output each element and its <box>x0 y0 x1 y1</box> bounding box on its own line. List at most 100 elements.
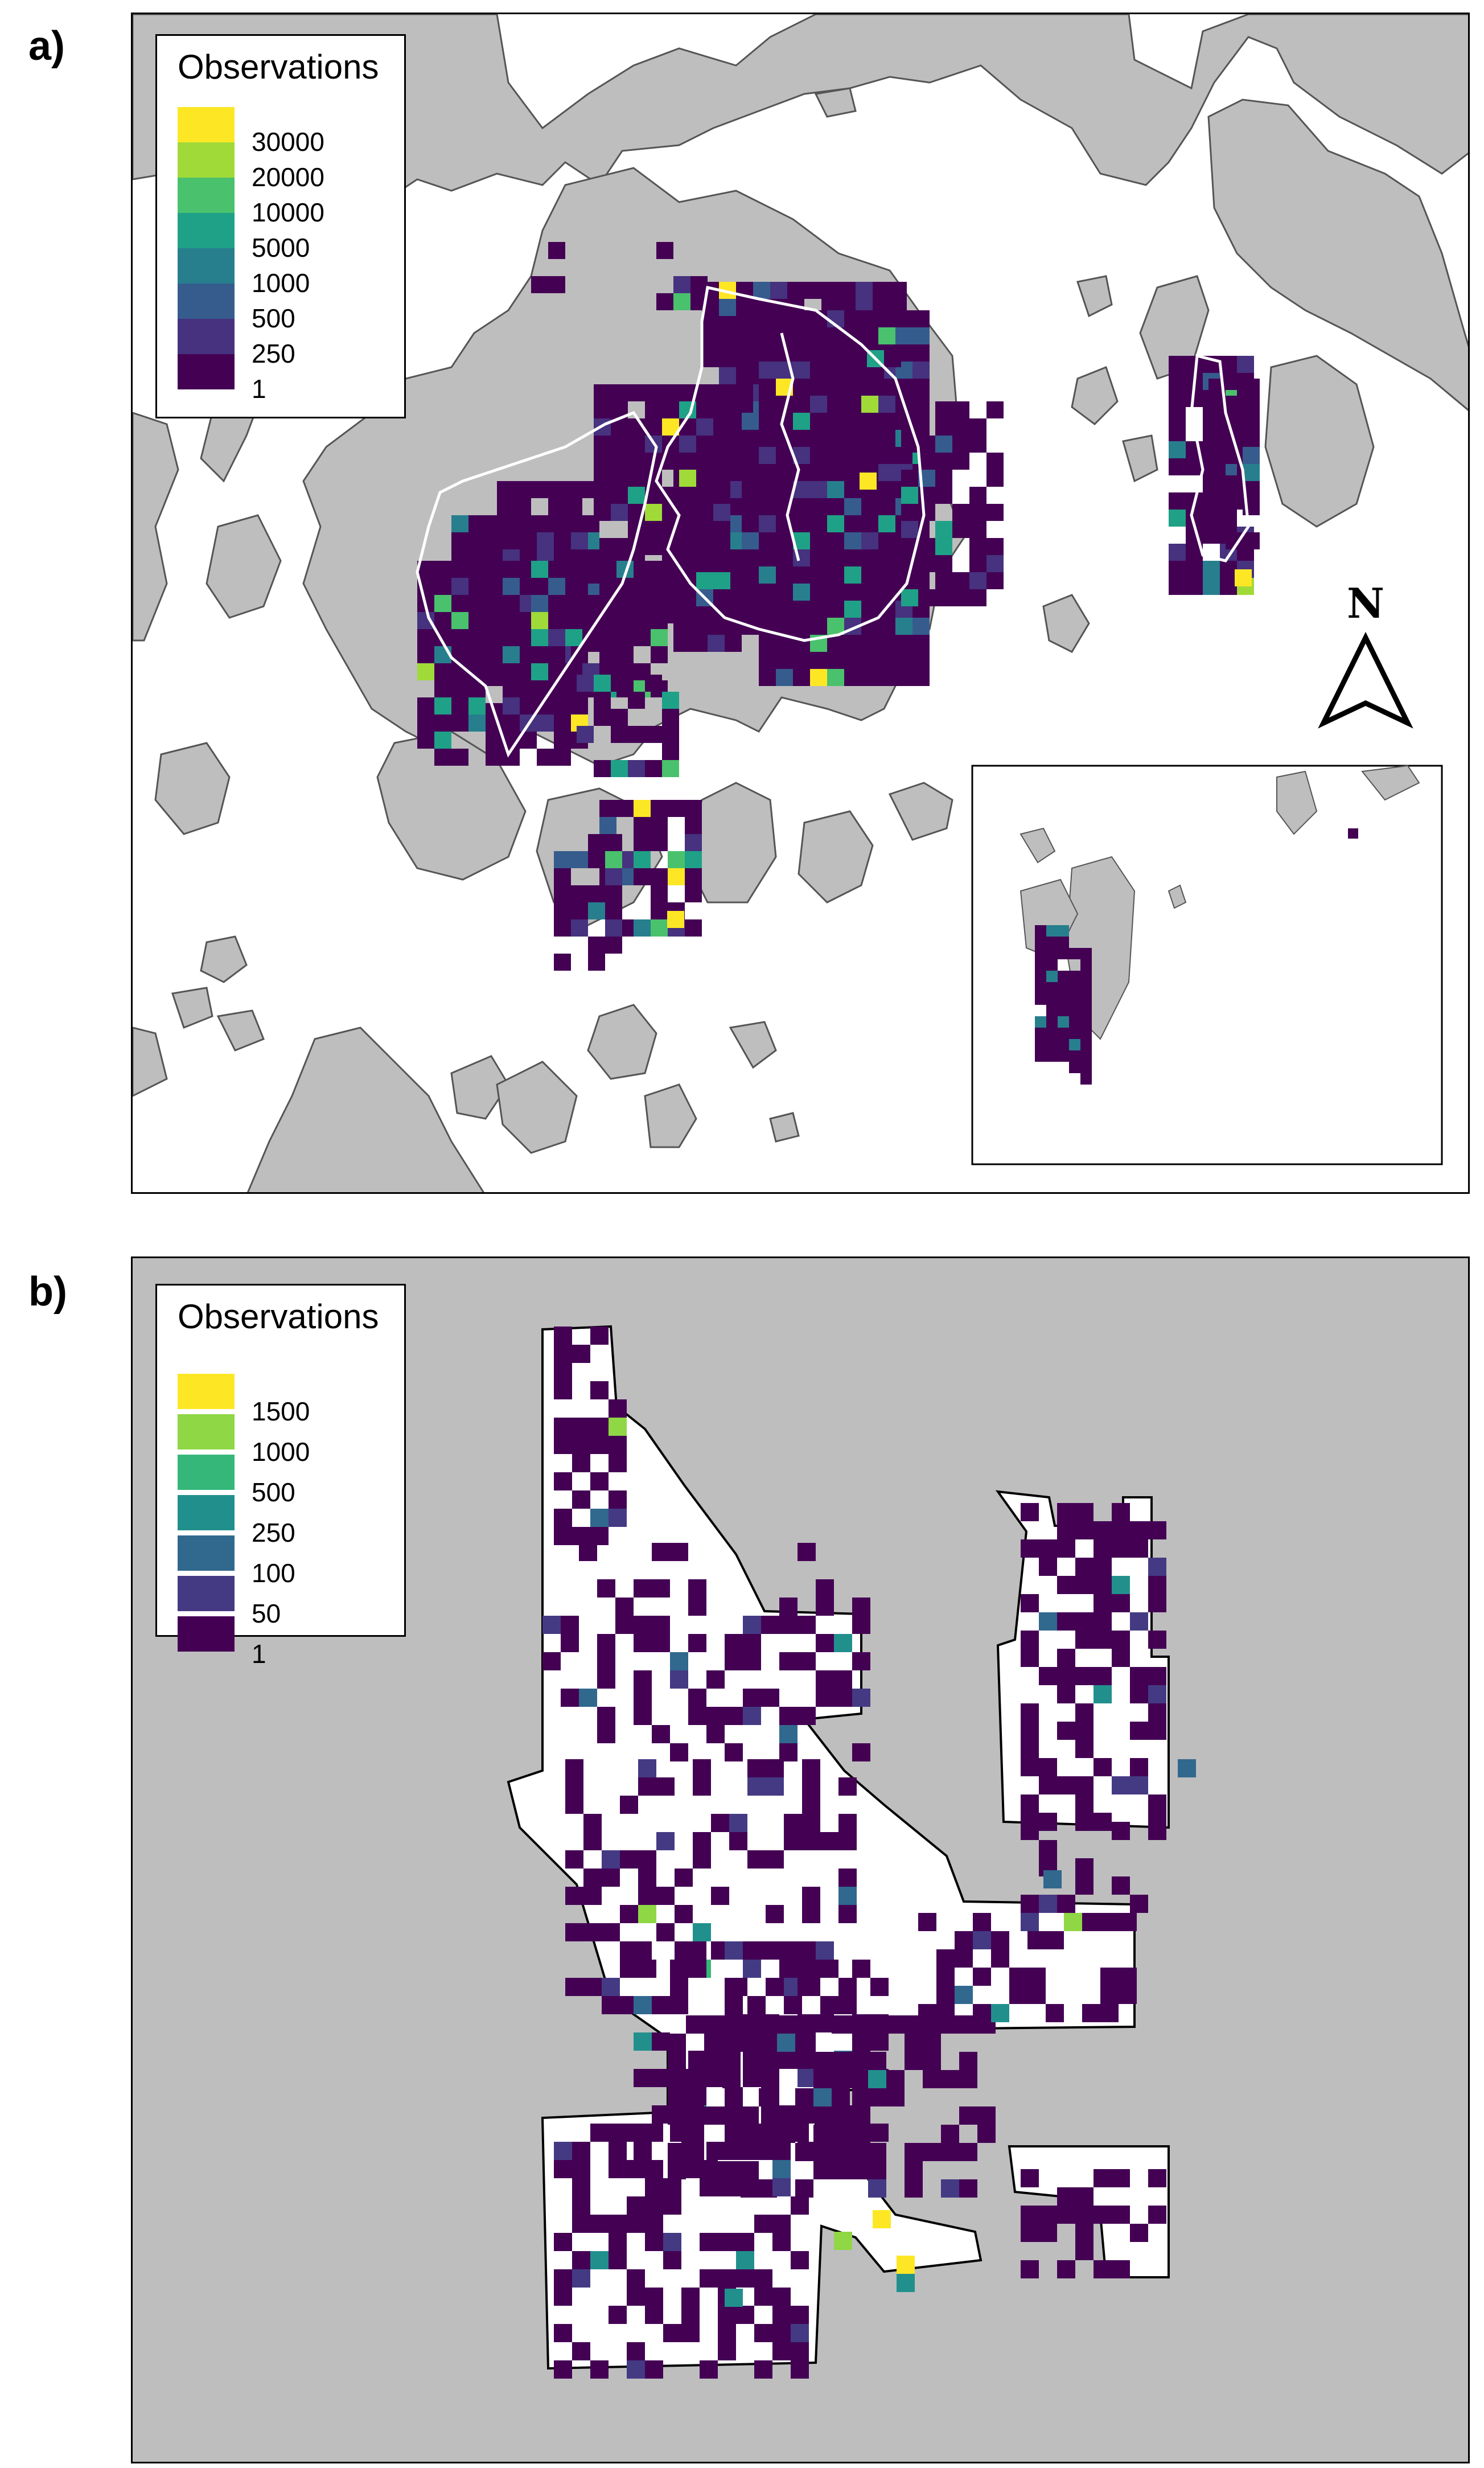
observation-cell <box>834 2105 852 2124</box>
observation-cell <box>936 1968 955 1986</box>
observation-cell <box>1057 1895 1075 1913</box>
observation-cell <box>816 1634 834 1652</box>
observation-cell <box>1243 379 1260 396</box>
observation-cell <box>590 1327 609 1345</box>
observation-cell <box>827 379 844 396</box>
observation-cell <box>923 2143 941 2161</box>
observation-cell <box>791 2360 809 2379</box>
observation-cell <box>952 436 969 453</box>
observation-cell <box>1220 510 1237 527</box>
observation-cell <box>973 2004 991 2022</box>
observation-cell <box>1021 1503 1039 1521</box>
observation-cell <box>1112 1503 1130 1521</box>
observation-cell <box>736 350 753 367</box>
observation-cell <box>700 2360 718 2379</box>
observation-cell <box>1203 527 1220 544</box>
observation-cell <box>772 2142 791 2160</box>
observation-cell <box>616 646 634 663</box>
observation-cell <box>810 549 827 566</box>
observation-cell <box>542 1616 561 1634</box>
observation-cell <box>451 532 468 549</box>
observation-cell <box>810 327 827 344</box>
observation-cell <box>1021 1895 1039 1913</box>
observation-cell <box>486 663 503 680</box>
observation-cell <box>1094 1576 1112 1594</box>
observation-cell <box>656 1887 675 1905</box>
observation-cell <box>497 481 514 498</box>
observation-cell <box>742 515 759 532</box>
observation-cell <box>1039 1612 1057 1631</box>
observation-cell <box>747 1850 766 1869</box>
observation-cell <box>681 2288 700 2306</box>
observation-cell <box>861 498 878 515</box>
observation-cell <box>779 2051 798 2069</box>
observation-cell <box>772 2215 791 2233</box>
observation-cell <box>611 453 628 470</box>
observation-cell <box>754 2215 772 2233</box>
observation-cell <box>813 2052 832 2070</box>
observation-cell <box>793 601 810 618</box>
observation-cell <box>594 760 611 777</box>
observation-cell <box>634 612 651 629</box>
observation-cell <box>1226 481 1243 498</box>
observation-cell <box>634 629 651 646</box>
observation-cell <box>1094 1558 1112 1576</box>
observation-cell <box>451 749 468 766</box>
observation-cell <box>594 401 611 418</box>
observation-cell <box>696 401 713 418</box>
observation-cell <box>935 538 952 555</box>
observation-cell <box>1021 1539 1039 1558</box>
observation-cell <box>844 515 861 532</box>
observation-cell <box>1021 1722 1039 1740</box>
observation-cell <box>861 413 878 430</box>
observation-cell <box>531 629 548 646</box>
legend-swatch <box>178 1495 235 1530</box>
observation-cell <box>1057 1503 1075 1521</box>
observation-cell <box>627 2160 645 2178</box>
observation-cell <box>1130 2224 1148 2242</box>
observation-cell <box>810 669 827 686</box>
observation-cell <box>834 2232 852 2250</box>
observation-cell <box>609 2142 627 2160</box>
observation-cell <box>702 350 719 367</box>
observation-cell <box>838 1996 857 2014</box>
observation-cell <box>827 413 844 430</box>
observation-cell <box>638 1887 656 1905</box>
observation-cell <box>1039 1813 1057 1831</box>
observation-cell <box>878 447 895 464</box>
observation-cell <box>1058 1039 1069 1050</box>
observation-cell <box>434 612 451 629</box>
observation-cell <box>741 2034 759 2052</box>
observation-cell <box>861 601 878 618</box>
observation-cell <box>1148 1521 1166 1539</box>
observation-cell <box>827 515 844 532</box>
observation-cell <box>690 276 708 293</box>
observation-cell <box>1075 1503 1094 1521</box>
observation-cell <box>713 538 730 555</box>
observation-cell <box>652 1996 670 2014</box>
observation-cell <box>816 1689 834 1707</box>
observation-cell <box>1075 2187 1094 2206</box>
observation-cell <box>588 954 605 971</box>
legend-label: 1000 <box>252 1437 310 1467</box>
observation-cell <box>706 2069 725 2087</box>
observation-cell <box>1169 561 1186 578</box>
observation-cell <box>713 418 730 436</box>
observation-cell <box>582 515 599 532</box>
observation-cell <box>1348 828 1358 839</box>
observation-cell <box>759 2034 777 2052</box>
observation-cell <box>611 675 628 692</box>
observation-cell <box>451 697 468 714</box>
observation-cell <box>468 714 486 732</box>
observation-cell <box>670 1978 688 1996</box>
observation-cell <box>722 2161 741 2179</box>
observation-cell <box>1057 1667 1075 1685</box>
observation-cell <box>609 1509 627 1527</box>
observation-cell <box>652 1543 670 1561</box>
observation-cell <box>645 521 662 538</box>
observation-cell <box>548 242 565 259</box>
observation-cell <box>690 635 708 652</box>
observation-cell <box>810 362 827 379</box>
observation-cell <box>468 515 486 532</box>
observation-cell <box>791 2124 809 2142</box>
